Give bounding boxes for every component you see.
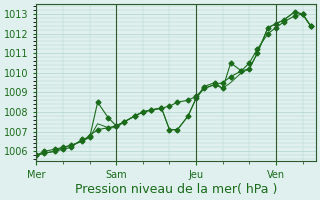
X-axis label: Pression niveau de la mer( hPa ): Pression niveau de la mer( hPa ) — [75, 183, 277, 196]
